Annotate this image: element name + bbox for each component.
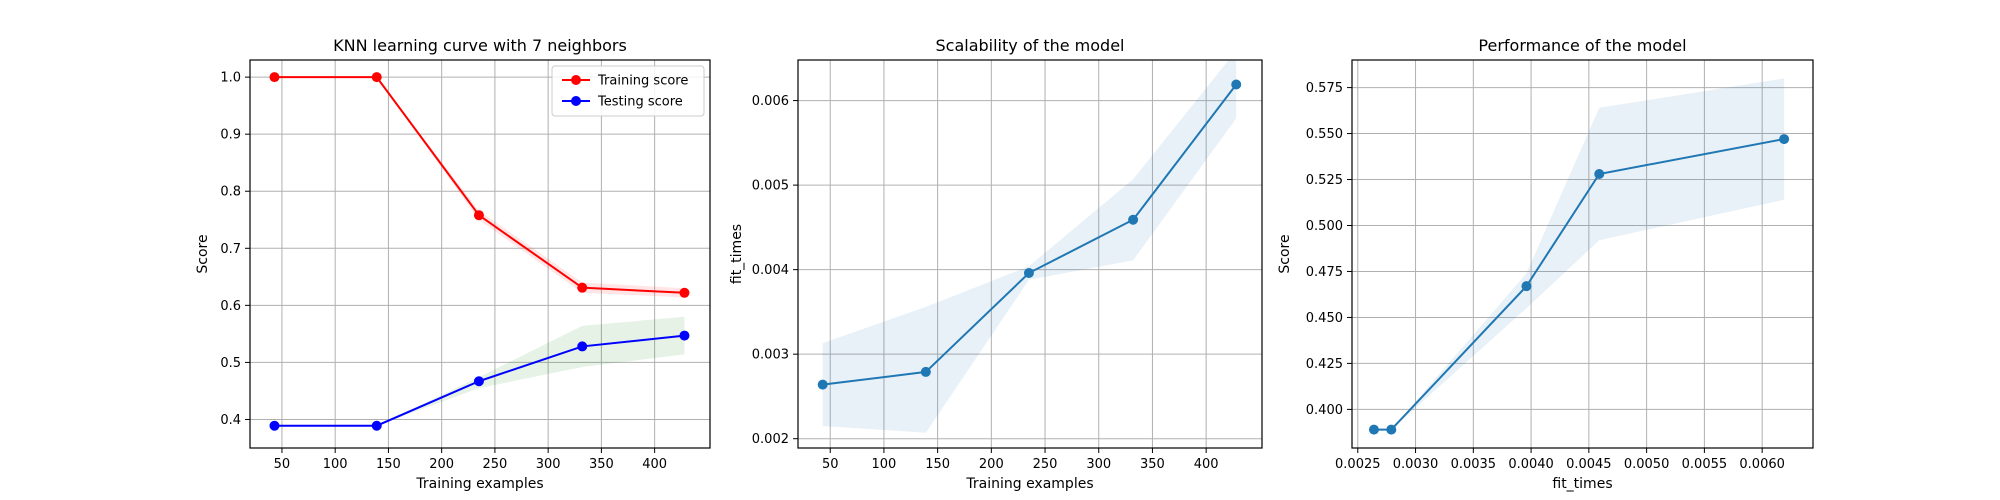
y-tick-label: 0.425 [1306, 357, 1343, 372]
legend-label: Testing score [597, 95, 683, 110]
x-tick-label: 200 [979, 457, 1004, 472]
legend-box [551, 65, 705, 117]
confidence-band [1373, 78, 1785, 430]
y-tick-label: 0.525 [1306, 173, 1343, 188]
y-tick-label: 0.9 [220, 128, 241, 143]
data-point [473, 376, 484, 387]
x-axis-label: Training examples [415, 476, 543, 492]
legend-marker [571, 75, 581, 85]
data-point [920, 366, 931, 377]
data-point [473, 210, 484, 221]
x-tick-label: 250 [482, 457, 507, 472]
data-point [679, 287, 690, 298]
chart-1: 50 100 150 200 250 300 350 400 0.4 0.5 0.6 0.7 0.8 0.… [195, 36, 711, 492]
data-point [577, 341, 588, 352]
y-tick-label: 0.450 [1306, 311, 1343, 326]
y-tick-label: 0.400 [1306, 403, 1343, 418]
y-tick-label: 0.8 [220, 185, 241, 200]
x-tick-label: 100 [872, 457, 897, 472]
x-tick-label: 350 [1140, 457, 1165, 472]
x-tick-label: 50 [822, 457, 839, 472]
axes-frame [249, 59, 711, 449]
x-tick-label: 0.0045 [1566, 457, 1612, 472]
x-tick-label: 0.0060 [1739, 457, 1785, 472]
chart-title: Performance of the model [1478, 36, 1686, 55]
chart-title: Scalability of the model [936, 36, 1125, 55]
y-tick-label: 0.6 [220, 299, 241, 314]
x-tick-label: 400 [1194, 457, 1219, 472]
x-tick-label: 200 [429, 457, 454, 472]
y-tick-label: 0.4 [220, 413, 241, 428]
x-tick-label: 0.0030 [1393, 457, 1439, 472]
x-tick-label: 300 [536, 457, 561, 472]
x-tick-label: 0.0050 [1624, 457, 1670, 472]
legend-marker [571, 96, 581, 106]
x-tick-label: 350 [589, 457, 614, 472]
data-point [371, 72, 382, 83]
data-point [269, 420, 280, 431]
x-tick-label: 0.0025 [1335, 457, 1381, 472]
data-point [679, 330, 690, 341]
data-point [1779, 134, 1790, 145]
axes-frame [1351, 59, 1814, 449]
plot-area [817, 60, 1242, 433]
data-point [1128, 214, 1139, 225]
plot-area [1368, 78, 1790, 435]
y-tick-label: 0.5 [220, 356, 241, 371]
x-tick-label: 250 [1033, 457, 1058, 472]
x-tick-label: 150 [376, 457, 401, 472]
x-tick-label: 0.0055 [1682, 457, 1728, 472]
y-axis-label: Score [195, 234, 211, 273]
y-tick-label: 0.003 [752, 348, 789, 363]
data-point [577, 282, 588, 293]
y-tick-label: 0.575 [1306, 81, 1343, 96]
x-tick-label: 0.0035 [1451, 457, 1497, 472]
chart-title: KNN learning curve with 7 neighbors [333, 36, 627, 55]
chart-3: 0.0025 0.0030 0.0035 0.0040 0.0045 0.0050 0.00… [1277, 36, 1814, 492]
data-point [1594, 169, 1605, 180]
confidence-band [274, 316, 685, 426]
x-tick-label: 150 [925, 457, 950, 472]
x-axis-label: fit_times [1552, 476, 1612, 492]
y-tick-label: 0.004 [752, 263, 789, 278]
y-tick-label: 0.002 [752, 432, 789, 447]
confidence-band [822, 60, 1237, 433]
data-point [269, 72, 280, 83]
y-axis-label: Score [1277, 234, 1293, 273]
data-point [1231, 79, 1242, 90]
plot-area [269, 72, 690, 431]
y-axis-label: fit_times [729, 224, 745, 284]
y-tick-label: 0.005 [752, 179, 789, 194]
x-tick-label: 100 [323, 457, 348, 472]
x-axis-label: Training examples [965, 476, 1093, 492]
x-tick-label: 50 [274, 457, 291, 472]
legend-label: Training score [597, 74, 688, 89]
x-tick-label: 400 [642, 457, 667, 472]
axes-frame [797, 59, 1263, 449]
data-point [1023, 268, 1034, 279]
data-point [1386, 424, 1397, 435]
x-tick-label: 0.0040 [1508, 457, 1554, 472]
y-tick-label: 0.500 [1306, 219, 1343, 234]
data-point [817, 379, 828, 390]
chart-2: 50 100 150 200 250 300 350 400 0.002 0.003 0.004 0.… [729, 36, 1263, 492]
y-tick-label: 0.550 [1306, 127, 1343, 142]
y-tick-label: 0.475 [1306, 265, 1343, 280]
y-tick-label: 0.7 [220, 242, 241, 257]
data-point [371, 420, 382, 431]
data-point [1368, 424, 1379, 435]
x-tick-label: 300 [1086, 457, 1111, 472]
data-point [1521, 281, 1532, 292]
y-tick-label: 1.0 [220, 71, 241, 86]
legend: Training score Testing score [551, 65, 705, 117]
y-tick-label: 0.006 [752, 94, 789, 109]
